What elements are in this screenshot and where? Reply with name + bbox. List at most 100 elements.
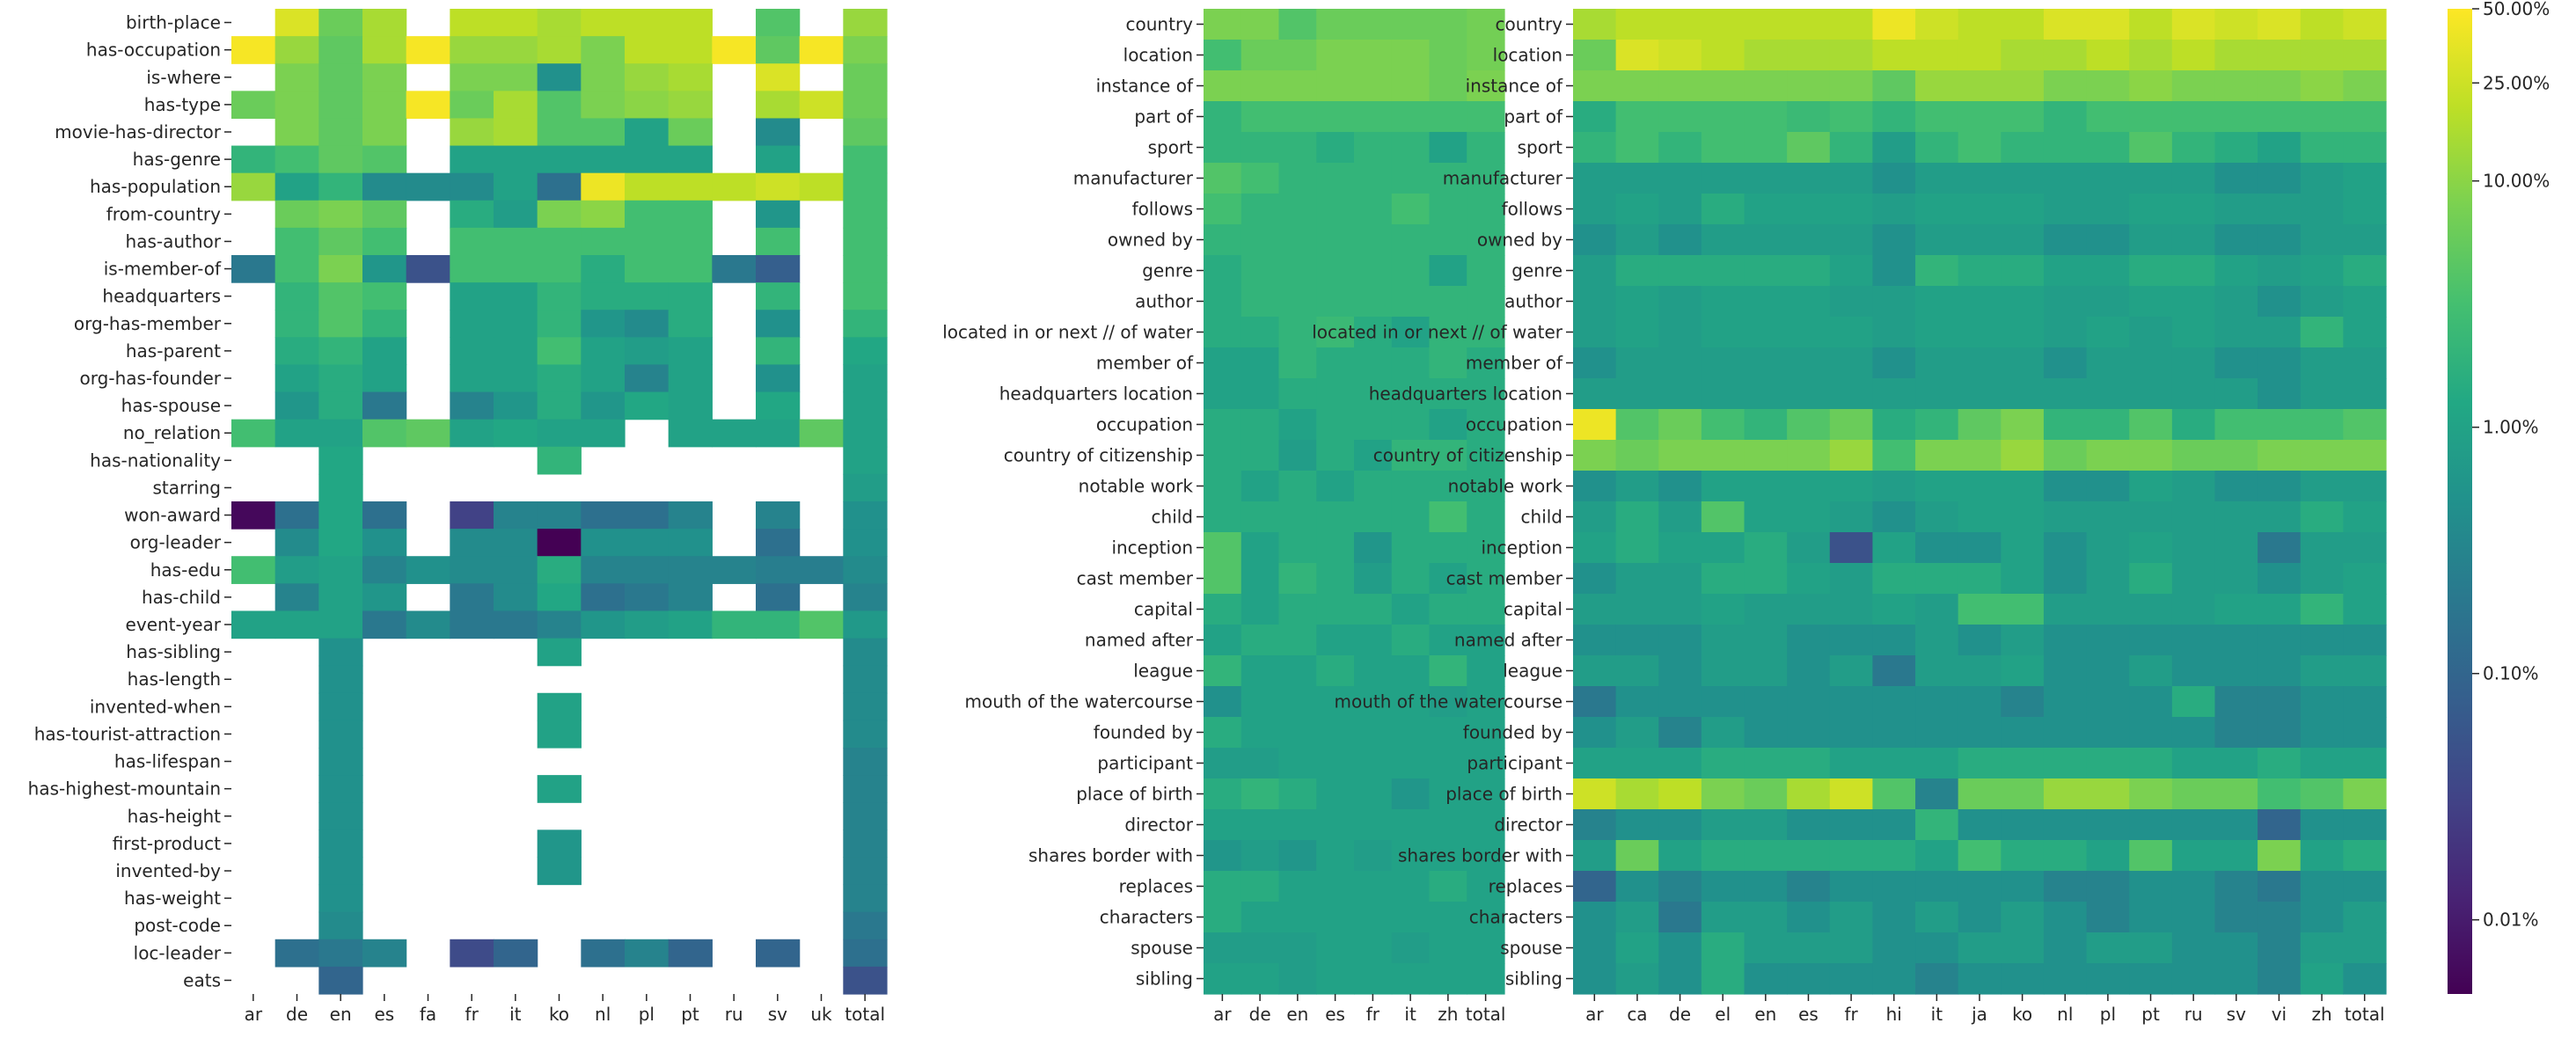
heatmap-cell — [1391, 501, 1431, 533]
y-tick-label: inception — [1111, 537, 1193, 559]
heatmap-cell — [1915, 440, 1959, 471]
heatmap-cell — [2129, 347, 2173, 379]
heatmap-cell — [1958, 224, 2002, 256]
heatmap-cell — [1204, 224, 1242, 256]
heatmap-cell — [362, 364, 407, 393]
heatmap-cell — [2086, 471, 2130, 502]
heatmap-cell — [450, 337, 494, 366]
heatmap-cell — [1467, 224, 1505, 256]
heatmap-cell — [1467, 471, 1505, 502]
heatmap-cell — [756, 337, 801, 366]
y-tick-label: has-weight — [124, 888, 221, 909]
heatmap-cell — [2171, 840, 2216, 872]
y-tick-label: mouth of the watercourse — [1335, 691, 1562, 712]
heatmap-cell — [799, 91, 844, 120]
heatmap-cell — [2214, 194, 2258, 225]
heatmap-cell — [1872, 625, 1916, 656]
heatmap-cell — [2343, 70, 2387, 102]
heatmap-cell — [668, 282, 713, 311]
heatmap-cell — [2001, 40, 2045, 71]
heatmap-cell — [537, 501, 582, 530]
heatmap-cell — [625, 337, 670, 366]
heatmap-cell — [1615, 378, 1659, 410]
heatmap-cell — [1615, 963, 1659, 995]
heatmap-cell — [1744, 625, 1788, 656]
heatmap-cell — [1429, 286, 1467, 318]
heatmap-cell — [2001, 471, 2045, 502]
y-tick-label: headquarters location — [1369, 384, 1562, 405]
heatmap-cell — [1467, 440, 1505, 471]
colorbar-tick-label: 25.00% — [2483, 72, 2550, 93]
heatmap-cell — [537, 337, 582, 366]
heatmap-cell — [843, 556, 888, 584]
heatmap-cell — [1958, 594, 2002, 625]
heatmap-cell — [2129, 9, 2173, 40]
heatmap-cell — [625, 529, 670, 557]
heatmap-cell — [318, 748, 363, 776]
heatmap-cell — [1658, 440, 1702, 471]
heatmap-cell — [1391, 809, 1431, 841]
heatmap-cell — [2086, 778, 2130, 810]
heatmap-cell — [1615, 255, 1659, 287]
heatmap-cell — [2343, 9, 2387, 40]
heatmap-cell — [1204, 132, 1242, 164]
heatmap-cell — [318, 610, 363, 639]
heatmap-cell — [318, 829, 363, 859]
heatmap-cell — [1744, 778, 1788, 810]
heatmap-cell — [1429, 163, 1467, 194]
heatmap-cell — [2300, 255, 2344, 287]
heatmap-cell — [1744, 871, 1788, 902]
heatmap-cell — [274, 118, 319, 147]
heatmap-cell — [2343, 963, 2387, 995]
heatmap-cell — [318, 802, 363, 830]
heatmap-cell — [494, 200, 538, 229]
heatmap-cell — [2343, 347, 2387, 379]
heatmap-cell — [1915, 778, 1959, 810]
heatmap-cell — [1872, 932, 1916, 964]
heatmap-cell — [1573, 501, 1617, 533]
heatmap-cell — [1658, 70, 1702, 102]
heatmap-cell — [756, 255, 801, 283]
heatmap-cell — [1658, 9, 1702, 40]
x-tick-label: ko — [2012, 1004, 2032, 1025]
heatmap-cell — [2214, 717, 2258, 749]
heatmap-cell — [2043, 840, 2088, 872]
heatmap-cell — [1573, 317, 1617, 348]
heatmap-cell — [1915, 625, 1959, 656]
heatmap-cell — [494, 610, 538, 639]
heatmap-cell — [1958, 686, 2002, 718]
heatmap-cell — [1204, 871, 1242, 902]
heatmap-cell — [2129, 932, 2173, 964]
heatmap-cell — [1354, 594, 1393, 625]
heatmap-cell — [537, 446, 582, 475]
heatmap-cell — [1204, 255, 1242, 287]
heatmap-cell — [1316, 9, 1355, 40]
heatmap-cell — [2258, 625, 2302, 656]
heatmap-cell — [1278, 9, 1317, 40]
heatmap-cell — [406, 610, 450, 639]
heatmap-cell — [2001, 902, 2045, 933]
heatmap-cell — [1573, 255, 1617, 287]
heatmap-cell — [1278, 378, 1317, 410]
heatmap-cell — [1278, 501, 1317, 533]
heatmap-cell — [1240, 963, 1280, 995]
heatmap-cell — [1316, 871, 1355, 902]
y-tick-label: manufacturer — [1443, 168, 1563, 189]
heatmap-cell — [1278, 809, 1317, 841]
heatmap-cell — [2086, 194, 2130, 225]
heatmap-cell — [581, 172, 626, 201]
heatmap-cell — [668, 556, 713, 584]
heatmap-cell — [2171, 132, 2216, 164]
heatmap-cell — [1872, 224, 1916, 256]
heatmap-cell — [1915, 717, 1959, 749]
heatmap-cell — [2171, 40, 2216, 71]
heatmap-cell — [2129, 70, 2173, 102]
heatmap-cell — [1204, 809, 1242, 841]
heatmap-cell — [2129, 748, 2173, 779]
heatmap-cell — [2343, 932, 2387, 964]
heatmap-cell — [450, 501, 494, 530]
heatmap-cell — [1573, 409, 1617, 441]
heatmap-cell — [318, 501, 363, 530]
heatmap-cell — [625, 227, 670, 256]
heatmap-cell — [2300, 286, 2344, 318]
